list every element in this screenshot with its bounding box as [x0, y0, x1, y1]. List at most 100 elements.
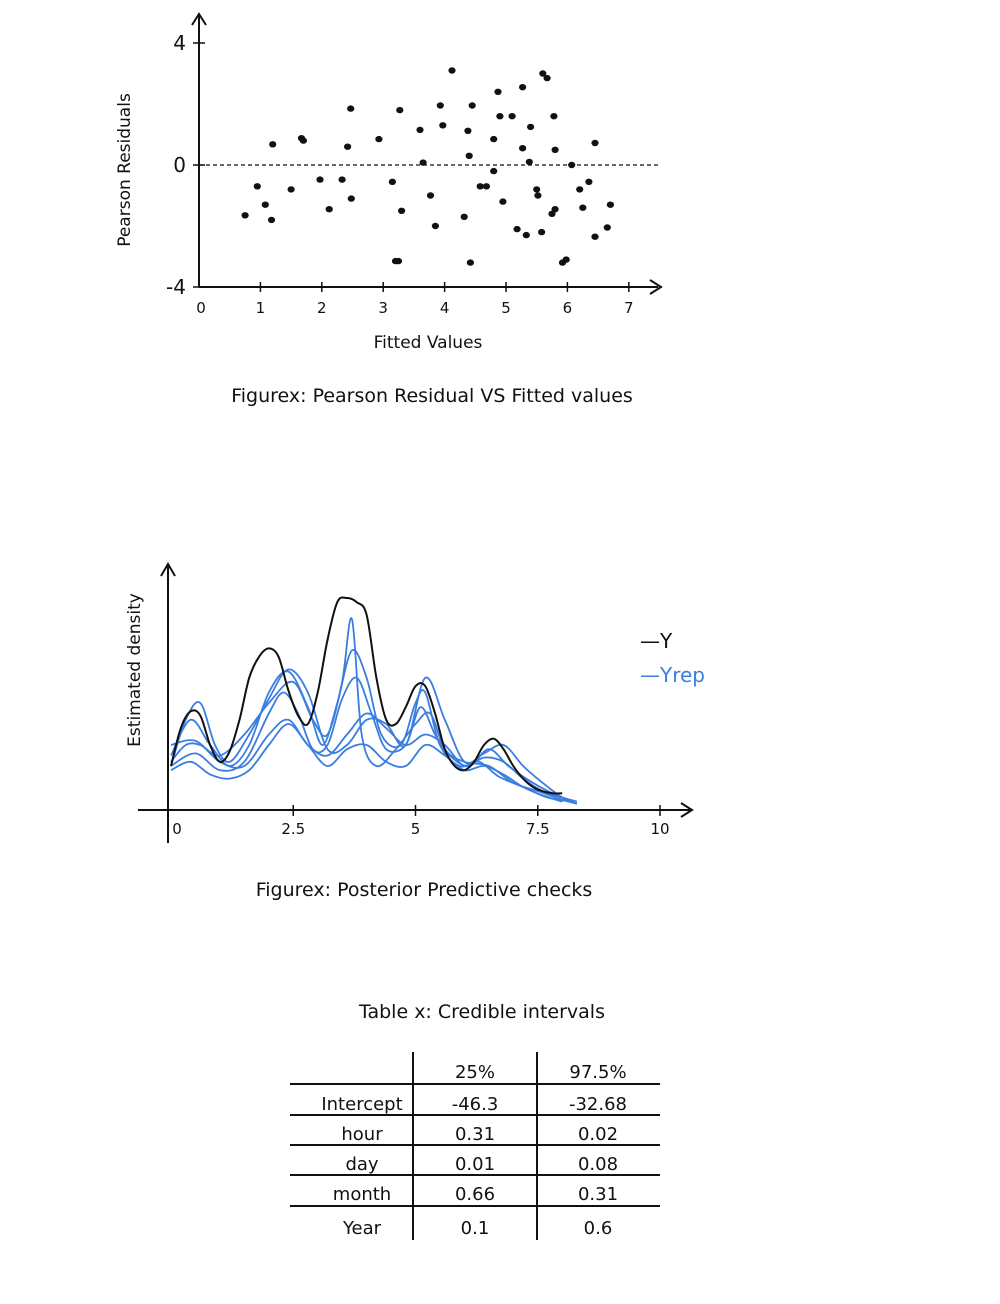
- scatter-point: [375, 135, 383, 143]
- scatter-point: [522, 231, 530, 239]
- table-row-label: Year: [342, 1218, 382, 1239]
- scatter-point: [299, 137, 307, 144]
- x-tick-label: 1: [256, 299, 266, 317]
- x-tick-label: 4: [440, 299, 450, 317]
- y-axis-title: Pearson Residuals: [115, 93, 135, 247]
- scatter-point: [490, 167, 498, 175]
- scatter-point: [496, 113, 504, 120]
- y-axis-title: Estimated density: [125, 593, 145, 747]
- scatter-point: [347, 195, 355, 202]
- scatter-point: [460, 213, 468, 220]
- table-cell: 0.66: [455, 1184, 495, 1205]
- scatter-point: [603, 224, 611, 231]
- table-cell: -32.68: [569, 1094, 627, 1115]
- legend-entry-y: —Y: [640, 629, 673, 653]
- x-tick-label: 3: [378, 299, 388, 317]
- scatter-point: [568, 161, 576, 169]
- scatter-point: [465, 152, 473, 159]
- x-tick-label: 7: [624, 299, 634, 317]
- table-cell: -46.3: [452, 1094, 499, 1115]
- scatter-point: [347, 105, 355, 112]
- scatter-point: [344, 143, 352, 150]
- legend-entry-yrep: —Yrep: [640, 663, 705, 687]
- table-cell: 0.6: [584, 1218, 613, 1239]
- scatter-point: [562, 256, 570, 263]
- scatter-point: [548, 210, 556, 217]
- scatter-point: [269, 141, 277, 148]
- scatter-point: [508, 113, 516, 120]
- y-tick-label: 4: [173, 31, 186, 55]
- y-tick-label: 0: [173, 153, 186, 177]
- y-tick-label: -4: [166, 275, 186, 299]
- figure-caption: Figurex: Pearson Residual VS Fitted valu…: [231, 385, 633, 407]
- scatter-point: [534, 192, 542, 199]
- scatter-point: [490, 135, 498, 143]
- scatter-point: [431, 222, 439, 230]
- x-tick-label: 0: [196, 299, 206, 317]
- scatter-point: [539, 70, 547, 77]
- table-cell: 0.02: [578, 1124, 618, 1145]
- x-tick-label: 5: [411, 820, 421, 838]
- posterior-predictive-density-chart: 0 2.5 5 7.5 10 Estimated density —Y —Yrep Fi…: [125, 562, 705, 901]
- scatter-point: [543, 74, 551, 82]
- table-header-cell: 25%: [455, 1062, 495, 1083]
- scatter-point: [519, 145, 527, 152]
- table-cell: 0.31: [455, 1124, 495, 1145]
- scatter-point: [550, 113, 558, 120]
- table-row-label: day: [345, 1154, 378, 1175]
- scatter-point: [579, 204, 587, 211]
- scatter-point: [388, 178, 396, 185]
- scatter-point: [519, 84, 527, 91]
- scatter-point: [439, 122, 447, 129]
- series-line-yrep: [170, 668, 578, 805]
- scatter-point: [316, 176, 324, 183]
- scatter-point: [513, 225, 521, 233]
- series-line-yrep: [170, 648, 573, 803]
- scatter-point: [576, 186, 584, 193]
- x-axis-title: Fitted Values: [374, 333, 483, 353]
- scatter-point: [241, 212, 249, 219]
- table-cell: 0.01: [455, 1154, 495, 1175]
- x-axis-arrow: [649, 279, 663, 295]
- table-title: Table x: Credible intervals: [358, 1001, 605, 1023]
- series-line-y: [170, 596, 563, 795]
- scatter-point: [585, 178, 593, 185]
- scatter-point: [448, 67, 456, 74]
- scatter-point: [338, 176, 346, 183]
- scatter-point: [261, 201, 269, 208]
- scatter-point: [551, 146, 559, 153]
- credible-intervals-table: Table x: Credible intervals 25% 97.5% Inte…: [290, 1001, 660, 1240]
- scatter-point: [494, 88, 502, 96]
- scatter-point: [551, 206, 559, 213]
- scatter-point: [525, 158, 533, 166]
- figure-caption: Figurex: Posterior Predictive checks: [256, 879, 593, 901]
- x-tick-label: 2.5: [281, 820, 305, 838]
- scatter-point: [426, 192, 435, 199]
- scatter-point: [538, 228, 546, 236]
- legend: —Y —Yrep: [640, 629, 705, 687]
- series-line-yrep: [170, 676, 578, 803]
- x-tick-label: 10: [650, 820, 669, 838]
- scatter-point: [253, 183, 261, 190]
- table-cell: 0.1: [461, 1218, 490, 1239]
- scatter-point: [476, 183, 484, 190]
- y-axis-arrow: [160, 562, 176, 577]
- scatter-point: [267, 216, 276, 224]
- scatter-point: [464, 127, 472, 134]
- scatter-point: [591, 139, 599, 147]
- scatter-point: [468, 102, 476, 109]
- scatter-point: [482, 183, 490, 190]
- scatter-point: [527, 123, 535, 131]
- scatter-point: [533, 186, 541, 193]
- scatter-point: [499, 198, 507, 205]
- scatter-point: [606, 201, 615, 208]
- scatter-point: [419, 159, 427, 166]
- scatter-point: [416, 126, 424, 134]
- scatter-point: [396, 106, 404, 114]
- table-cell: 0.31: [578, 1184, 618, 1205]
- scatter-point: [287, 186, 295, 193]
- x-tick-label: 5: [501, 299, 511, 317]
- pearson-residual-scatter-chart: 0 1 2 3 4 5 6 7 -4 0 4 Fitted Values Pearson Resi…: [115, 12, 663, 407]
- x-tick-label: 7.5: [526, 820, 550, 838]
- scatter-point: [591, 233, 599, 240]
